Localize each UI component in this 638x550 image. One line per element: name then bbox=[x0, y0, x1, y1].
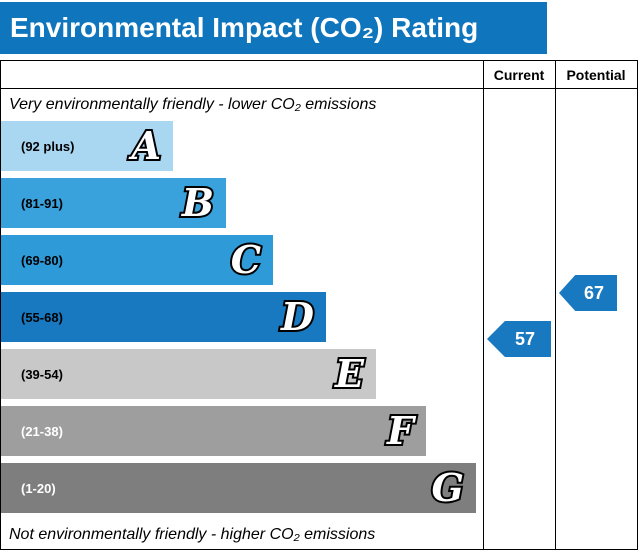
band-bar-E: (39-54) E bbox=[1, 349, 376, 399]
chart-body: Very environmentally friendly - lower CO… bbox=[1, 89, 637, 550]
band-range-label: (92 plus) bbox=[21, 138, 75, 154]
band-letter: B bbox=[180, 180, 216, 225]
rating-bands: (92 plus) A (81-91) B (69-80) C (55-68) D (39-54… bbox=[1, 121, 637, 520]
top-note: Very environmentally friendly - lower CO… bbox=[9, 96, 377, 113]
band-bar-G: (1-20) G bbox=[1, 463, 476, 513]
band-row-C: (69-80) C bbox=[1, 235, 637, 292]
band-range-label: (1-20) bbox=[21, 480, 56, 496]
header-spacer bbox=[1, 61, 483, 88]
band-letter: A bbox=[129, 123, 163, 168]
band-letter: F bbox=[385, 408, 416, 453]
chart-header-row: Current Potential bbox=[1, 61, 637, 89]
band-letter: D bbox=[279, 294, 316, 339]
band-row-B: (81-91) B bbox=[1, 178, 637, 235]
band-bar-F: (21-38) F bbox=[1, 406, 426, 456]
potential-rating-value: 67 bbox=[583, 282, 605, 303]
band-range-label: (69-80) bbox=[21, 252, 63, 268]
page-title-text: Environmental Impact (CO₂) Rating bbox=[10, 12, 479, 43]
band-bar-B: (81-91) B bbox=[1, 178, 226, 228]
band-range-label: (81-91) bbox=[21, 195, 63, 211]
band-bar-A: (92 plus) A bbox=[1, 121, 173, 171]
band-range-label: (39-54) bbox=[21, 366, 63, 382]
potential-column-divider bbox=[555, 61, 556, 549]
band-row-D: (55-68) D bbox=[1, 292, 637, 349]
current-column-divider bbox=[483, 61, 484, 549]
band-letter: C bbox=[229, 237, 263, 282]
band-letter: E bbox=[333, 351, 366, 396]
potential-column-header: Potential bbox=[566, 66, 626, 83]
current-rating-value: 57 bbox=[514, 328, 536, 349]
band-bar-D: (55-68) D bbox=[1, 292, 326, 342]
co2-rating-chart: Current Potential Very environmentally f… bbox=[0, 60, 638, 550]
band-letter: G bbox=[430, 465, 467, 510]
band-row-G: (1-20) G bbox=[1, 463, 637, 520]
band-bar-C: (69-80) C bbox=[1, 235, 273, 285]
band-range-label: (55-68) bbox=[21, 309, 63, 325]
bottom-note: Not environmentally friendly - higher CO… bbox=[9, 526, 376, 543]
band-range-label: (21-38) bbox=[21, 423, 63, 439]
band-row-F: (21-38) F bbox=[1, 406, 637, 463]
current-column-header: Current bbox=[493, 66, 545, 83]
page-title: Environmental Impact (CO₂) Rating bbox=[0, 2, 547, 54]
band-row-E: (39-54) E bbox=[1, 349, 637, 406]
band-row-A: (92 plus) A bbox=[1, 121, 637, 178]
